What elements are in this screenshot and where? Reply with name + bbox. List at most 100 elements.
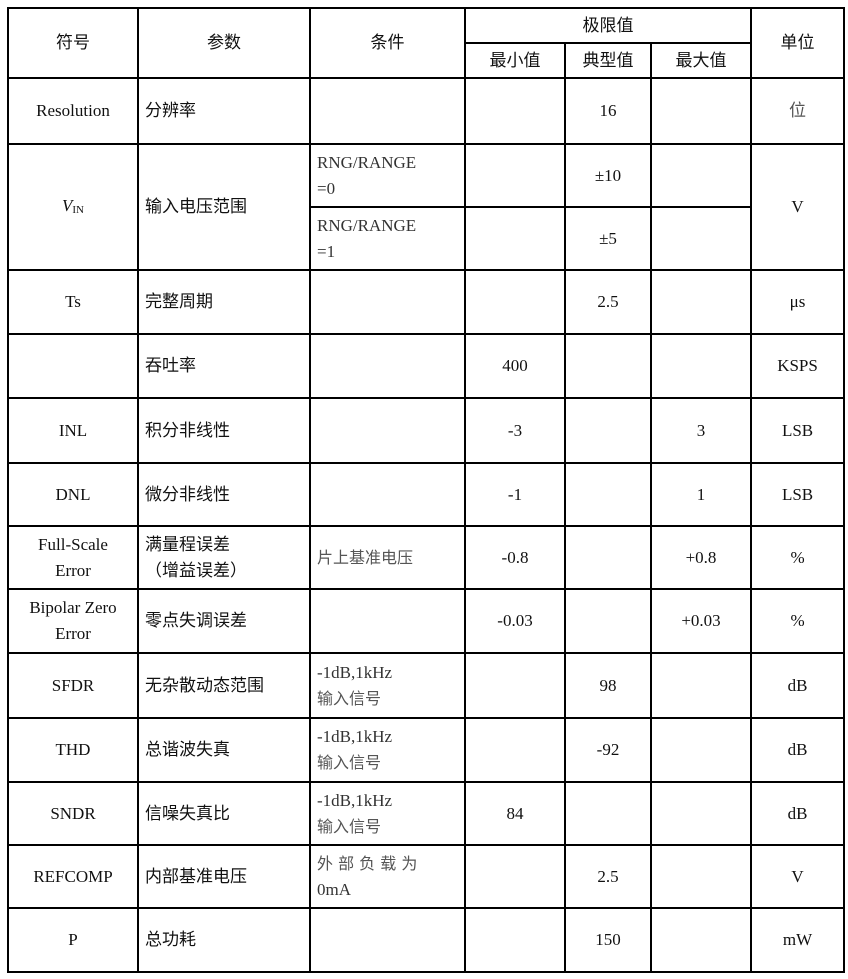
unit-cell: dB <box>750 717 846 783</box>
min-cell <box>464 206 566 271</box>
max-cell: 1 <box>649 462 753 527</box>
max-cell <box>649 717 753 783</box>
max-cell <box>649 206 753 271</box>
param-cell: 完整周期 <box>137 269 311 335</box>
header-symbol: 符号 <box>7 7 139 79</box>
min-cell <box>464 77 566 145</box>
table-row: VIN 输入电压范围 RNG/RANGE =0 ±10 V <box>7 143 846 271</box>
unit-cell: V <box>750 844 846 909</box>
header-condition: 条件 <box>309 7 466 79</box>
max-cell <box>649 781 753 846</box>
max-cell: 3 <box>649 397 753 464</box>
header-parameter: 参数 <box>137 7 311 79</box>
typ-cell <box>564 525 652 590</box>
min-cell: -1 <box>464 462 566 527</box>
param-cell: 满量程误差 （增益误差） <box>137 525 311 590</box>
table-row: THD 总谐波失真 -1dB,1kHz 输入信号 -92 dB <box>7 717 846 783</box>
param-cell: 内部基准电压 <box>137 844 311 909</box>
param-cell: 分辨率 <box>137 77 311 145</box>
symbol-cell: VIN <box>7 143 139 271</box>
spec-table: 符号 参数 条件 极限值 单位 最小值 典型值 最大值 Resolution 分… <box>7 7 846 973</box>
min-cell <box>464 844 566 909</box>
min-cell: -0.8 <box>464 525 566 590</box>
cond-line: 输入信号 <box>317 688 382 708</box>
param-cell: 总谐波失真 <box>137 717 311 783</box>
symbol-cell: Ts <box>7 269 139 335</box>
table-row: INL 积分非线性 -3 3 LSB <box>7 397 846 464</box>
symbol-cell: Full-Scale Error <box>7 525 139 590</box>
min-cell: -3 <box>464 397 566 464</box>
param-line: （增益误差） <box>145 560 247 581</box>
typ-cell: 2.5 <box>564 844 652 909</box>
header-min: 最小值 <box>464 42 566 79</box>
cond-cell <box>309 269 466 335</box>
unit-cell: μs <box>750 269 846 335</box>
max-cell <box>649 652 753 719</box>
cond-line: -1dB,1kHz <box>317 662 393 682</box>
unit-cell: LSB <box>750 462 846 527</box>
table-row: SFDR 无杂散动态范围 -1dB,1kHz 输入信号 98 dB <box>7 652 846 719</box>
unit-cell: dB <box>750 781 846 846</box>
unit-cell: mW <box>750 907 846 973</box>
cond-cell: -1dB,1kHz 输入信号 <box>309 652 466 719</box>
symbol-cell: Resolution <box>7 77 139 145</box>
unit-cell: % <box>750 588 846 654</box>
typ-cell <box>564 462 652 527</box>
max-cell <box>649 143 753 208</box>
max-cell <box>649 269 753 335</box>
max-cell <box>649 844 753 909</box>
unit-cell: % <box>750 525 846 590</box>
param-cell: 微分非线性 <box>137 462 311 527</box>
cond-cell <box>309 462 466 527</box>
table-row: Full-Scale Error 满量程误差 （增益误差） 片上基准电压 -0.8 … <box>7 525 846 590</box>
cond-cell: 片上基准电压 <box>309 525 466 590</box>
min-cell <box>464 143 566 208</box>
symbol-cell: SFDR <box>7 652 139 719</box>
max-cell <box>649 333 753 399</box>
typ-cell <box>564 781 652 846</box>
param-cell: 输入电压范围 <box>137 143 311 271</box>
table-row: Resolution 分辨率 16 位 <box>7 77 846 145</box>
min-cell <box>464 269 566 335</box>
max-cell: +0.8 <box>649 525 753 590</box>
cond-line: -1dB,1kHz <box>317 790 393 810</box>
typ-cell: ±10 <box>564 143 652 208</box>
table-row: Ts 完整周期 2.5 μs <box>7 269 846 335</box>
cond-cell <box>309 397 466 464</box>
cond-line: 片上基准电压 <box>317 547 414 567</box>
cond-line: 外 部 负 载 为 <box>317 853 418 873</box>
cond-cell <box>309 333 466 399</box>
param-cell: 吞吐率 <box>137 333 311 399</box>
unit-cell: V <box>750 143 846 271</box>
unit-cell: KSPS <box>750 333 846 399</box>
symbol-line: Bipolar Zero <box>29 598 117 617</box>
table-row: Bipolar Zero Error 零点失调误差 -0.03 +0.03 % <box>7 588 846 654</box>
symbol-line: Error <box>55 624 91 643</box>
cond-cell: 外 部 负 载 为 0mA <box>309 844 466 909</box>
cond-cell <box>309 77 466 145</box>
typ-cell: -92 <box>564 717 652 783</box>
symbol-line: Error <box>55 560 91 580</box>
param-cell: 零点失调误差 <box>137 588 311 654</box>
max-cell <box>649 77 753 145</box>
param-cell: 无杂散动态范围 <box>137 652 311 719</box>
cond-line: =0 <box>317 178 336 198</box>
typ-cell <box>564 333 652 399</box>
symbol-sub: IN <box>72 204 84 216</box>
min-cell: 400 <box>464 333 566 399</box>
cond-line: 输入信号 <box>317 816 382 836</box>
symbol-cell: P <box>7 907 139 973</box>
cond-line: 0mA <box>317 879 351 899</box>
cond-line: =1 <box>317 241 336 261</box>
param-cell: 总功耗 <box>137 907 311 973</box>
header-limits: 极限值 <box>463 7 753 44</box>
max-cell: +0.03 <box>649 588 753 654</box>
symbol-cell: REFCOMP <box>7 844 139 909</box>
param-line: 满量程误差 <box>145 534 230 555</box>
min-cell <box>464 717 566 783</box>
table-row: REFCOMP 内部基准电压 外 部 负 载 为 0mA 2.5 V <box>7 844 846 909</box>
symbol-cell: INL <box>7 397 139 464</box>
header-typ: 典型值 <box>564 42 652 79</box>
table-row: SNDR 信噪失真比 -1dB,1kHz 输入信号 84 dB <box>7 781 846 846</box>
table-row: P 总功耗 150 mW <box>7 907 846 973</box>
